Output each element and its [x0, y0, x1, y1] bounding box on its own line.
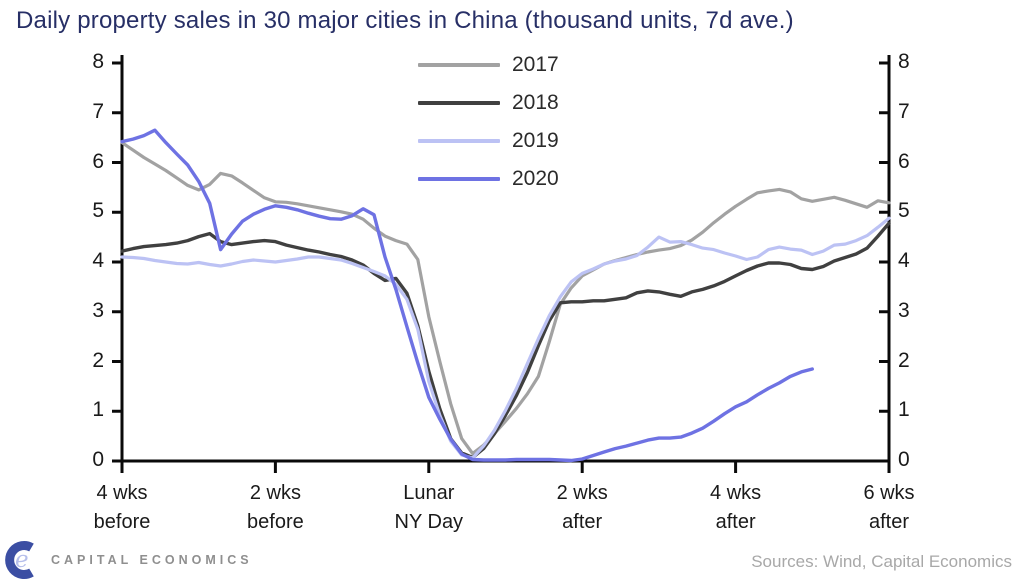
y-tick-label-left-6: 6 [92, 149, 104, 173]
x-tick-label--14: 2 wks before [247, 482, 304, 533]
legend-item-2019: 2019 [418, 122, 559, 160]
legend-swatch-2018 [418, 101, 500, 105]
legend: 2017 2018 2019 2020 [418, 46, 559, 198]
x-tick-label-42: 6 wks after [863, 482, 915, 533]
series-line-2017 [120, 141, 891, 456]
y-tick-label-left-2: 2 [92, 348, 104, 372]
x-tick-label--28: 4 wks before [93, 482, 151, 533]
y-tick-label-right-2: 2 [898, 348, 910, 372]
y-tick-label-right-5: 5 [898, 199, 910, 223]
y-tick-label-right-7: 7 [898, 99, 910, 123]
y-tick-label-right-4: 4 [898, 249, 910, 272]
y-tick-label-left-5: 5 [92, 199, 104, 223]
legend-label-2018: 2018 [512, 91, 559, 114]
legend-item-2017: 2017 [418, 46, 559, 84]
logo-e-letter: e [15, 547, 29, 573]
capital-economics-logo-icon: e [5, 541, 34, 579]
brand-name: CAPITAL ECONOMICS [51, 553, 253, 567]
legend-label-2019: 2019 [512, 129, 559, 152]
x-tick-label-28: 4 wks after [710, 482, 762, 533]
legend-label-2017: 2017 [512, 53, 559, 76]
y-tick-label-right-8: 8 [898, 50, 910, 73]
y-tick-label-left-3: 3 [92, 298, 104, 322]
y-tick-label-right-3: 3 [898, 298, 910, 322]
sources-note: Sources: Wind, Capital Economics [751, 552, 1012, 571]
brand-footer: e CAPITAL ECONOMICS [3, 538, 253, 582]
y-tick-label-left-8: 8 [92, 50, 104, 73]
x-tick-label-0: Lunar NY Day [394, 482, 464, 533]
legend-item-2018: 2018 [418, 84, 559, 122]
series-line-2019 [120, 216, 891, 460]
series-line-2018 [120, 221, 891, 460]
y-tick-label-left-4: 4 [92, 249, 104, 272]
legend-swatch-2017 [418, 63, 500, 67]
y-tick-label-right-0: 0 [898, 448, 910, 471]
chart-title: Daily property sales in 30 major cities … [16, 7, 794, 34]
y-tick-label-right-1: 1 [898, 398, 910, 422]
legend-swatch-2020 [418, 177, 500, 181]
y-tick-label-left-0: 0 [92, 448, 104, 471]
legend-label-2020: 2020 [512, 167, 559, 190]
legend-swatch-2019 [418, 139, 500, 143]
x-tick-label-14: 2 wks after [556, 482, 608, 533]
legend-item-2020: 2020 [418, 160, 559, 198]
series-line-2020 [120, 128, 814, 463]
y-tick-label-left-1: 1 [92, 398, 104, 422]
y-tick-label-left-7: 7 [92, 99, 104, 123]
y-tick-label-right-6: 6 [898, 149, 910, 173]
logo-c-shape [5, 541, 34, 579]
